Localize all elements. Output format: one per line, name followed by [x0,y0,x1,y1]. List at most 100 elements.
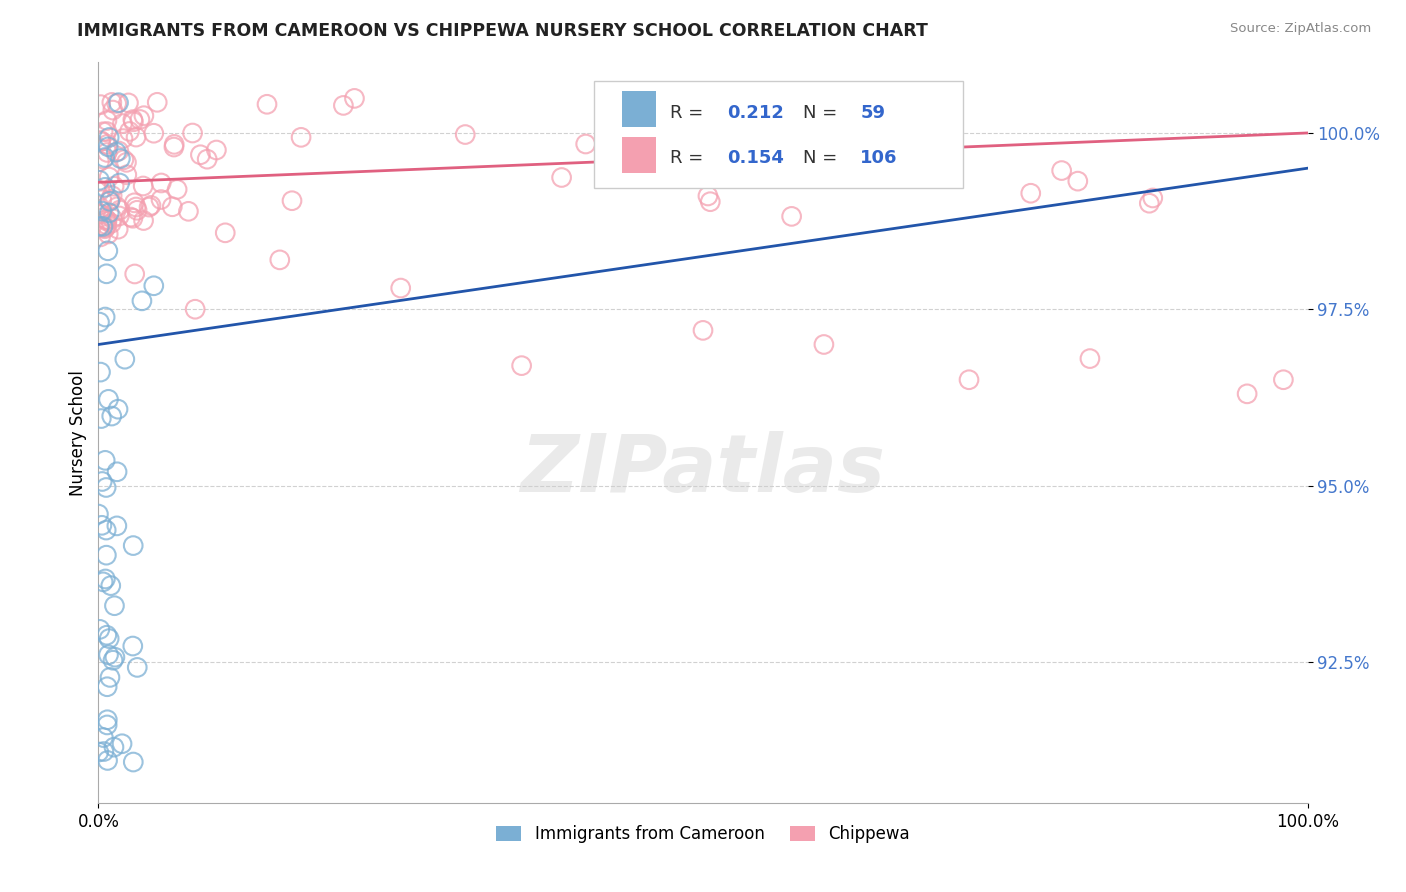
Point [89,219,111,234]
Point [93,745,115,759]
Point [101,103,124,117]
Point [94,453,117,467]
Point [163,140,186,154]
Point [163,137,186,152]
Point [101,95,124,110]
Point [105,465,128,479]
Point [105,519,128,533]
Point [124,267,146,281]
Point [510,359,533,373]
Point [96,145,118,160]
Point [1142,191,1164,205]
Point [957,373,980,387]
Point [122,115,145,129]
Point [105,145,128,160]
Point [87,507,110,521]
Point [132,179,155,194]
Point [96,628,118,642]
Point [550,170,572,185]
Point [256,97,278,112]
Point [281,194,304,208]
Point [150,176,173,190]
Point [290,130,312,145]
Point [697,189,720,203]
Point [454,128,477,142]
Point [776,155,799,169]
Point [142,278,165,293]
Point [98,670,121,684]
Point [1272,373,1295,387]
Point [162,200,184,214]
Point [107,95,129,110]
Text: R =: R = [671,103,710,121]
Point [96,548,118,562]
Point [195,152,218,166]
Point [124,195,146,210]
Point [89,365,111,379]
Point [93,731,115,745]
Point [94,220,117,235]
Point [105,96,128,111]
Point [96,267,118,281]
Point [96,212,118,227]
Point [97,648,120,662]
Y-axis label: Nursery School: Nursery School [69,369,87,496]
Point [184,302,207,317]
Text: Source: ZipAtlas.com: Source: ZipAtlas.com [1230,22,1371,36]
Point [111,131,134,145]
Text: R =: R = [671,149,710,167]
Point [100,579,122,593]
Point [98,632,121,646]
Bar [621,91,655,127]
Point [101,188,124,202]
Point [389,281,412,295]
Point [343,91,366,105]
Point [117,95,139,110]
Point [96,214,118,228]
Point [90,193,112,207]
Point [96,212,118,227]
Point [90,207,112,221]
Point [103,599,125,613]
Point [87,219,110,234]
Text: N =: N = [803,149,844,167]
Point [129,112,152,127]
Point [91,125,114,139]
Point [132,213,155,227]
Point [925,128,948,142]
Point [112,153,135,167]
Point [125,200,148,214]
Point [97,140,120,154]
Point [205,143,228,157]
Point [90,204,112,219]
Point [96,124,118,138]
Point [122,211,145,226]
Point [100,216,122,230]
Point [121,112,143,127]
Point [94,572,117,586]
Point [332,98,354,112]
Point [1067,174,1090,188]
Text: N =: N = [803,103,844,121]
Point [96,718,118,732]
Text: 106: 106 [860,149,897,167]
Point [114,352,136,367]
Point [181,126,204,140]
Point [108,209,131,223]
Point [118,124,141,138]
Point [1137,196,1160,211]
Point [96,680,118,694]
Point [127,203,149,218]
Point [91,219,114,234]
Point [98,130,121,145]
Point [93,152,115,166]
FancyBboxPatch shape [595,81,963,188]
Point [150,193,173,207]
Point [692,323,714,337]
Point [269,252,291,267]
Point [91,475,114,489]
Point [122,539,145,553]
Point [108,144,131,158]
Point [89,173,111,187]
Point [108,202,131,217]
